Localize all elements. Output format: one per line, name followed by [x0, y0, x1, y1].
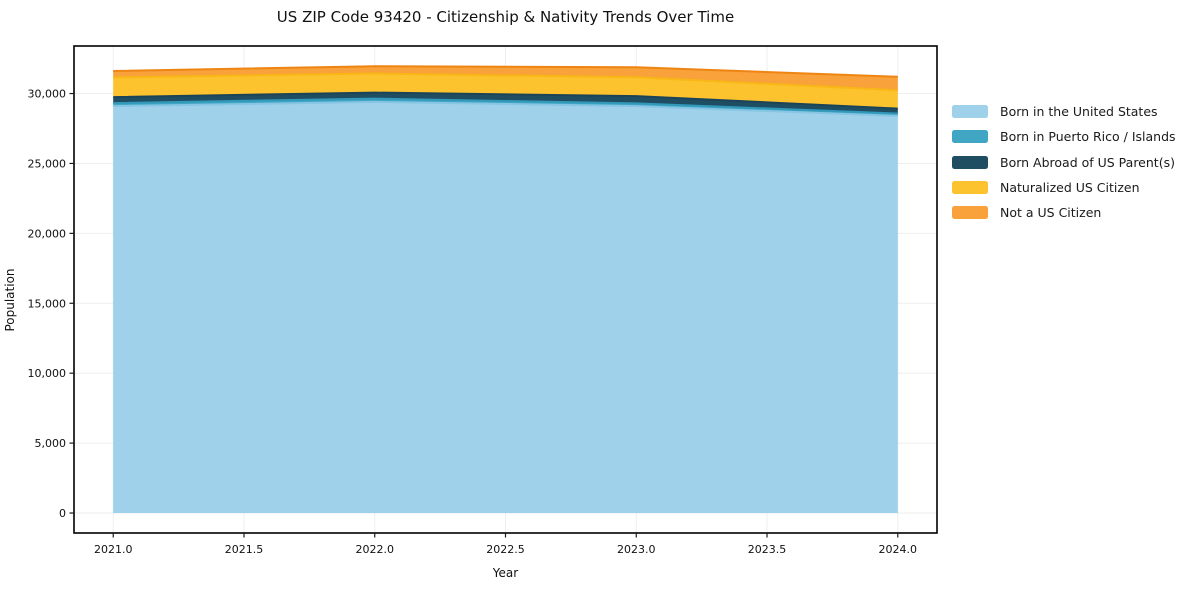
legend-swatch-icon — [952, 155, 988, 169]
x-tick-label: 2022.0 — [355, 543, 394, 556]
area-edge-3 — [113, 72, 898, 92]
legend-label: Born Abroad of US Parent(s) — [1000, 154, 1175, 170]
y-tick-label: 15,000 — [28, 297, 67, 310]
y-tick-label: 10,000 — [28, 367, 67, 380]
legend-swatch-icon — [952, 206, 988, 220]
legend-swatch-icon — [952, 180, 988, 194]
area-edge-0 — [113, 100, 898, 117]
legend-label: Born in the United States — [1000, 104, 1158, 119]
y-axis-label: Population — [3, 268, 17, 332]
legend-label: Not a US Citizen — [1000, 205, 1102, 221]
legend-item: Born in Puerto Rico / Islands — [952, 129, 1176, 144]
area-band-3 — [113, 73, 898, 109]
y-tick-label: 25,000 — [28, 157, 67, 170]
y-tick-label: 5,000 — [35, 437, 67, 450]
legend-swatch-icon — [952, 105, 988, 118]
x-tick-label: 2021.5 — [225, 543, 264, 556]
y-tick-label: 0 — [59, 507, 66, 520]
x-tick-label: 2024.0 — [879, 543, 918, 556]
x-tick-label: 2023.5 — [748, 543, 787, 556]
x-tick-label: 2022.5 — [486, 543, 525, 556]
area-band-4 — [113, 66, 898, 91]
chart-title: US ZIP Code 93420 - Citizenship & Nativi… — [276, 8, 735, 26]
area-band-2 — [113, 92, 898, 114]
x-tick-label: 2023.0 — [617, 543, 656, 556]
legend-item: Born Abroad of US Parent(s) — [952, 155, 1176, 170]
legend-item: Naturalized US Citizen — [952, 180, 1176, 195]
legend-item: Not a US Citizen — [952, 205, 1176, 220]
legend: Born in the United States Born in Puerto … — [952, 104, 1176, 230]
legend-item: Born in the United States — [952, 104, 1176, 119]
legend-label: Born in Puerto Rico / Islands — [1000, 129, 1176, 145]
x-tick-label: 2021.0 — [94, 543, 133, 556]
y-tick-label: 30,000 — [28, 88, 67, 101]
y-tick-label: 20,000 — [28, 227, 67, 240]
area-edge-1 — [113, 97, 898, 115]
area-edge-2 — [113, 91, 898, 110]
legend-swatch-icon — [952, 130, 988, 144]
x-axis-label: Year — [492, 566, 519, 580]
area-edge-4 — [113, 65, 898, 78]
legend-label: Naturalized US Citizen — [1000, 179, 1140, 195]
area-band-0 — [113, 101, 898, 514]
